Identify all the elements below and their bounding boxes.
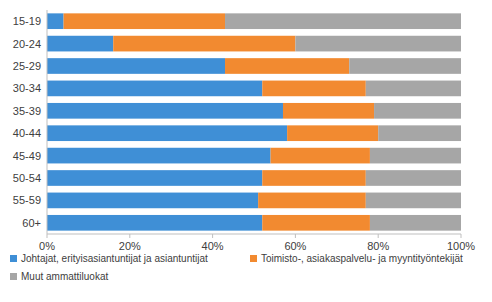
bar — [283, 103, 374, 119]
bar — [47, 170, 262, 186]
bar — [366, 193, 461, 209]
x-tick-label: 0% — [39, 240, 55, 252]
bar — [225, 13, 461, 29]
x-tick — [212, 234, 213, 238]
category-label: 50-54 — [13, 172, 41, 184]
x-tick — [461, 234, 462, 238]
bar — [295, 36, 461, 52]
bar — [47, 13, 64, 29]
bar — [366, 170, 461, 186]
category-label: 40-44 — [13, 127, 41, 139]
bar — [47, 81, 262, 97]
bar — [47, 58, 225, 74]
bar — [258, 193, 366, 209]
bar — [370, 215, 461, 231]
x-tick — [295, 234, 296, 238]
legend-label: Johtajat, erityisasiantuntijat ja asiant… — [21, 253, 208, 264]
legend-swatch — [10, 273, 17, 280]
x-tick — [129, 234, 130, 238]
bar — [370, 148, 461, 164]
bars — [47, 13, 461, 230]
bar — [47, 148, 271, 164]
legend-swatch — [250, 255, 257, 262]
legend-label: Muut ammattiluokat — [21, 271, 108, 282]
bar — [378, 125, 461, 141]
category-label: 35-39 — [13, 105, 41, 117]
bar — [262, 170, 366, 186]
bar — [271, 148, 370, 164]
bar — [262, 215, 370, 231]
bar — [47, 125, 287, 141]
bar — [47, 215, 262, 231]
bar — [225, 58, 349, 74]
bar — [64, 13, 225, 29]
bar — [349, 58, 461, 74]
legend-swatch — [10, 255, 17, 262]
category-label: 60+ — [22, 217, 41, 229]
category-label: 15-19 — [13, 15, 41, 27]
x-tick-label: 20% — [119, 240, 141, 252]
category-label: 20-24 — [13, 38, 41, 50]
bar — [113, 36, 295, 52]
x-tick-label: 40% — [202, 240, 224, 252]
x-tick-label: 60% — [284, 240, 306, 252]
category-label: 30-34 — [13, 82, 41, 94]
chart: 15-19 20-24 25-29 30-34 35-39 40-44 45-49 50-54… — [0, 0, 492, 302]
bar — [287, 125, 378, 141]
x-tick — [378, 234, 379, 238]
x-tick-label: 80% — [367, 240, 389, 252]
bar — [47, 36, 113, 52]
category-label: 55-59 — [13, 194, 41, 206]
bar — [366, 81, 461, 97]
x-tick — [47, 234, 48, 238]
y-axis — [47, 10, 48, 234]
bar — [47, 193, 258, 209]
bar — [262, 81, 366, 97]
category-label: 25-29 — [13, 60, 41, 72]
bar — [374, 103, 461, 119]
category-label: 45-49 — [13, 150, 41, 162]
bar — [47, 103, 283, 119]
x-axis — [47, 234, 461, 235]
legend-label: Toimisto-, asiakaspalvelu- ja myyntityön… — [261, 253, 463, 264]
x-tick-label: 100% — [447, 240, 475, 252]
